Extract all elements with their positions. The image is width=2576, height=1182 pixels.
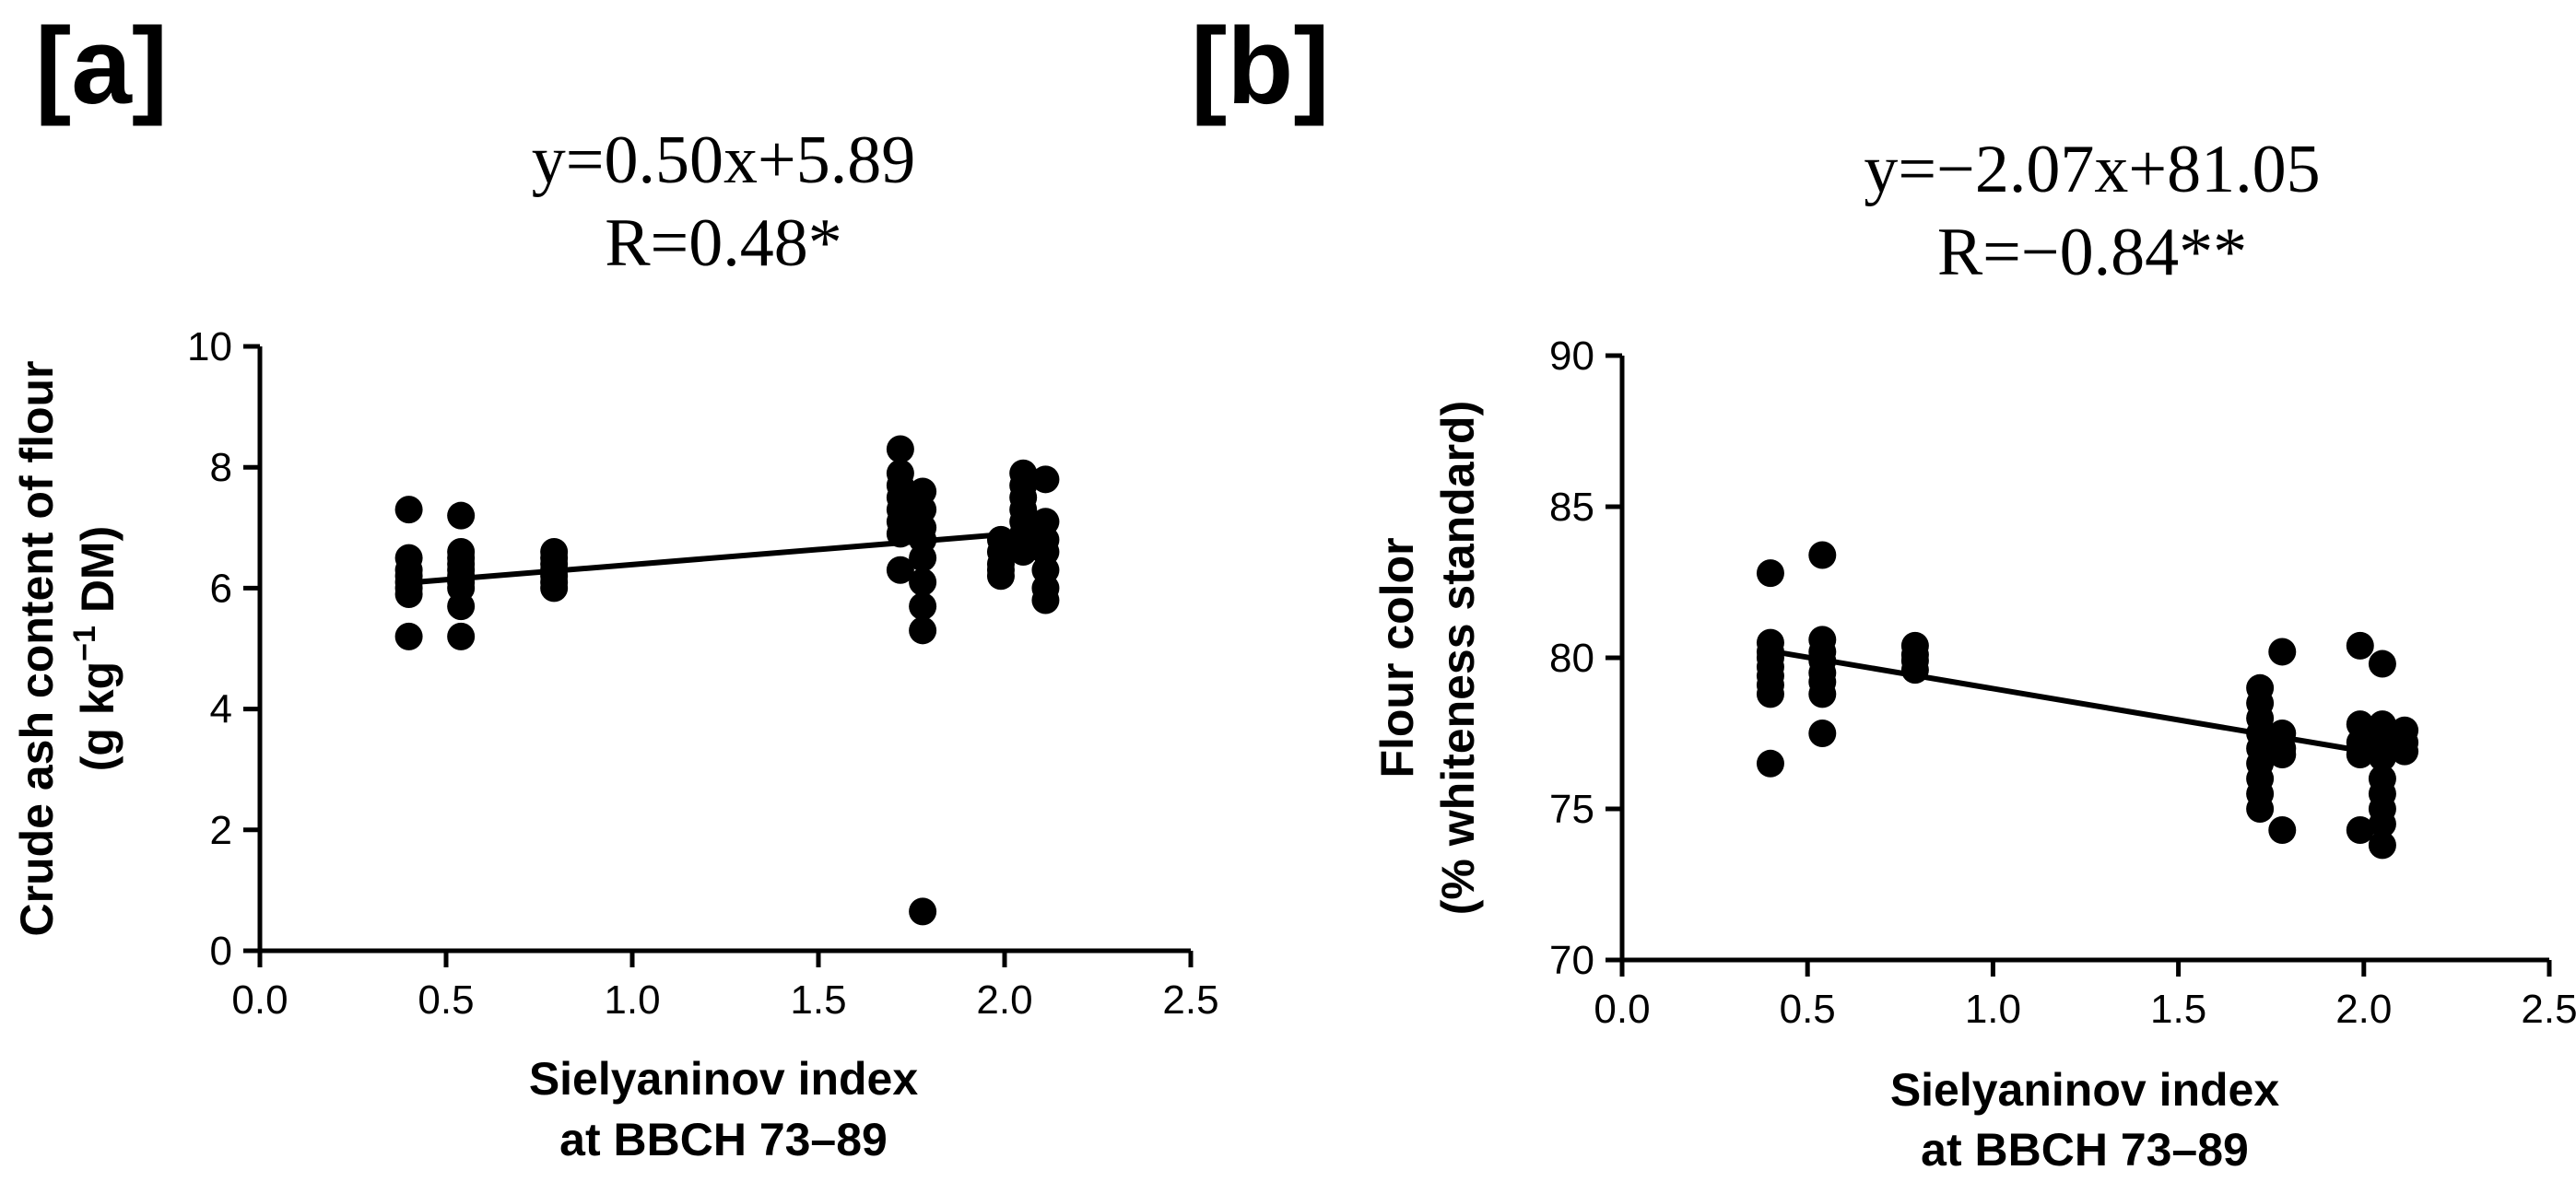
panel-b-x-tick-label: 1.5: [2150, 987, 2206, 1032]
panel-b-data-point: [2268, 638, 2297, 666]
panel-a-x-title-line2: at BBCH 73–89: [559, 1114, 888, 1165]
panel-b-data-point: [1808, 541, 1837, 569]
panel-b-y-tick-label: 90: [1549, 334, 1594, 379]
panel-b-x-title-line1: Sielyaninov index: [1890, 1064, 2280, 1116]
panel-a-equation: y=0.50x+5.89: [532, 123, 915, 198]
panel-a-x-tick-label: 1.0: [604, 977, 660, 1023]
panel-b-data-point: [1756, 559, 1784, 588]
panel-a-data-point: [447, 622, 476, 650]
panel-b-data-point: [2346, 815, 2374, 844]
panel-a-y-tick-label: 8: [210, 445, 232, 490]
panel-b-data-point: [1808, 680, 1837, 708]
panel-b-x-tick-label: 1.0: [1965, 987, 2021, 1032]
panel-a-data-point: [909, 616, 937, 645]
panel-b-y-title: Flour color (% whiteness standard): [1371, 401, 1484, 915]
panel-b-y-tick-label: 75: [1549, 787, 1594, 832]
panel-a-data-point: [909, 568, 937, 596]
panel-b-regression-line: [1770, 648, 2405, 761]
panel-a-correlation: R=0.48*: [605, 205, 842, 281]
panel-b-y-tick-label: 80: [1549, 636, 1594, 681]
panel-a-x-tick-label: 0.0: [231, 977, 288, 1023]
panel-b-data-point: [1808, 720, 1837, 747]
panel-a-data-point: [909, 592, 937, 621]
panel-a-y-unit-post: DM): [72, 526, 124, 626]
panel-a-y-tick-label: 4: [210, 687, 232, 732]
panel-b-y-ticks: 70 75 80 85 90: [1549, 334, 1622, 983]
panel-a-y-tick-label: 6: [210, 566, 232, 611]
panel-a-data-point: [909, 897, 937, 926]
panel-a-y-unit-pre: (g kg: [72, 661, 124, 771]
panel-a-y-title-line2: (g kg−1 DM): [67, 526, 124, 772]
panel-b-data-point: [2346, 631, 2374, 660]
panel-a-x-tick-label: 2.5: [1162, 977, 1218, 1023]
panel-b-data-point: [2268, 815, 2297, 844]
panel-b-data-point: [2368, 650, 2396, 678]
panel-a-x-title-line1: Sielyaninov index: [529, 1053, 919, 1105]
panel-b-correlation: R=−0.84**: [1937, 215, 2247, 290]
panel-a-data-point: [394, 579, 423, 608]
panel-a-data-point: [909, 544, 937, 572]
panel-b: [b] y=−2.07x+81.05 R=−0.84** 7075808590 …: [1191, 6, 2576, 1176]
panel-a-data-point: [1031, 465, 1060, 494]
panel-a-y-unit-sup: −1: [67, 626, 102, 661]
panel-a-x-tick-label: 2.0: [976, 977, 1032, 1023]
panel-b-label: [b]: [1191, 6, 1330, 127]
panel-a-data-point: [447, 501, 476, 530]
panel-b-y-title-line2: (% whiteness standard): [1432, 401, 1484, 915]
panel-b-x-ticks: 0.0 0.5 1.0 1.5 2.0 2.5: [1594, 960, 2576, 1032]
panel-a-y-tick-label: 10: [187, 324, 232, 369]
panel-b-points: [1756, 541, 2419, 860]
panel-b-x-tick-label: 0.0: [1594, 987, 1650, 1032]
panel-b-x-tick-label: 0.5: [1780, 987, 1836, 1032]
panel-b-data-point: [2268, 740, 2297, 768]
panel-b-x-title-line2: at BBCH 73–89: [1921, 1124, 2249, 1176]
panel-a-label: [a]: [35, 6, 168, 127]
panel-b-data-point: [2368, 831, 2396, 860]
panel-b-equation: y=−2.07x+81.05: [1864, 132, 2320, 207]
panel-a-y-title: Crude ash content of flour (g kg−1 DM): [11, 361, 124, 937]
panel-a-y-tick-label: 0: [210, 929, 232, 974]
panel-a-x-tick-label: 0.5: [418, 977, 474, 1023]
panel-a-y-title-line1: Crude ash content of flour: [11, 361, 63, 937]
panel-a: [a] y=0.50x+5.89 R=0.48* 0 2 4 6 8 10 0.0 0.5 1…: [11, 6, 1219, 1165]
panel-a-data-point: [886, 435, 914, 463]
panel-b-x-tick-label: 2.0: [2335, 987, 2392, 1032]
panel-b-y-tick-label: 85: [1549, 485, 1594, 530]
panel-a-x-tick-label: 1.5: [790, 977, 846, 1023]
panel-a-data-point: [447, 592, 476, 621]
panel-b-data-point: [2368, 810, 2396, 838]
panel-a-data-point: [394, 496, 423, 524]
panel-a-x-ticks: 0.0 0.5 1.0 1.5 2.0 2.5: [231, 951, 1219, 1023]
panel-b-y-title-line1: Flour color: [1371, 537, 1423, 778]
panel-a-regression-line: [408, 528, 1046, 586]
panel-b-data-point: [2246, 795, 2275, 823]
panel-b-y-tick-label: 70: [1549, 938, 1594, 983]
panel-a-points: [394, 435, 1060, 926]
panel-a-data-point: [1009, 538, 1038, 567]
panel-a-y-ticks: 0 2 4 6 8 10: [187, 324, 260, 974]
panel-b-data-point: [2391, 737, 2419, 766]
panel-b-data-point: [1756, 749, 1784, 778]
panel-a-data-point: [1031, 586, 1060, 614]
panel-a-data-point: [886, 556, 914, 584]
panel-a-data-point: [986, 562, 1015, 591]
panel-a-data-point: [540, 574, 569, 603]
panel-b-data-point: [1756, 680, 1784, 708]
panel-b-x-tick-label: 2.5: [2521, 987, 2576, 1032]
panel-a-data-point: [394, 622, 423, 650]
panel-a-y-tick-label: 2: [210, 808, 232, 853]
